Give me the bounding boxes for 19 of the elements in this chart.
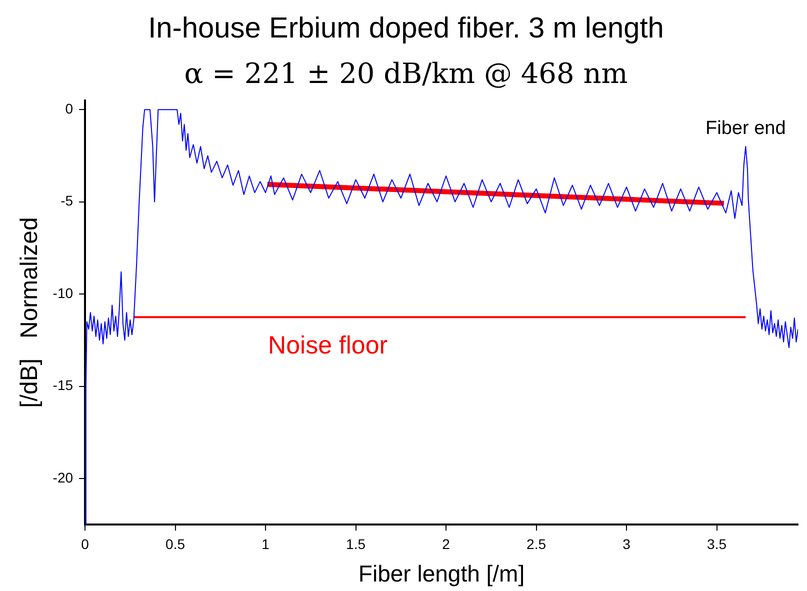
x-tick-label: 1	[262, 536, 270, 552]
y-axis-title: [/dB] Normalized	[16, 217, 44, 408]
x-axis-title: Fiber length [/m]	[358, 560, 525, 587]
annotation: Noise floor	[268, 332, 388, 360]
chart-title: In-house Erbium doped fiber. 3 m length	[148, 12, 664, 44]
y-tick-label: 0	[65, 100, 74, 116]
y-tick-label: -15	[52, 377, 74, 394]
chart-subtitle: α = 221 ± 20 dB/km @ 468 nm	[184, 56, 628, 90]
x-tick-label: 1.5	[346, 536, 366, 552]
y-tick-label: -20	[52, 469, 74, 486]
x-tick-label: 3	[622, 536, 631, 552]
annotation: Fiber end	[706, 118, 786, 140]
y-tick-label: -10	[52, 284, 74, 301]
y-tick-label: -5	[60, 192, 74, 209]
x-tick-label: 0.5	[166, 536, 186, 552]
x-tick-label: 2	[442, 536, 450, 552]
x-tick-label: 3.5	[707, 536, 727, 552]
x-tick-label: 2.5	[526, 536, 546, 552]
x-tick-label: 0	[81, 536, 90, 552]
